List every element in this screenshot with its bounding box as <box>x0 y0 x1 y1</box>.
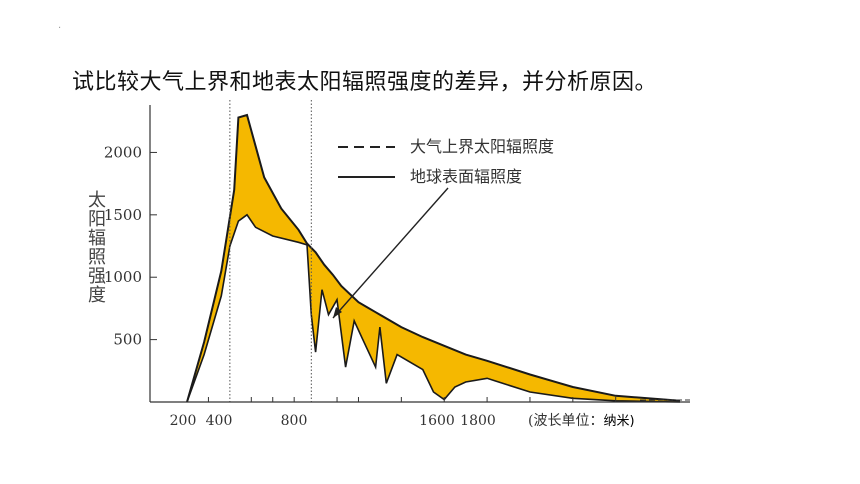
x-tick-label-1800: 1800 <box>460 413 496 429</box>
chart-y-axis-label: 太阳辐照强度 <box>85 190 106 304</box>
legend-pointer-arrowhead <box>333 307 342 318</box>
irradiance-difference-fill <box>187 115 680 402</box>
x-tick-label-200: 200 <box>170 413 197 429</box>
legend-pointer-line <box>332 187 449 319</box>
x-tick-label-1600: 1600 <box>419 413 455 429</box>
axes <box>149 100 690 403</box>
series-line-top-of-atmosphere <box>186 113 681 403</box>
series-lines <box>186 113 681 403</box>
x-tick-label-800: 800 <box>281 413 308 429</box>
series-line-surface <box>186 213 681 403</box>
corner-dot: . <box>58 20 62 31</box>
x-tick-label-400: 400 <box>206 413 233 429</box>
y-tick-label-1000: 1000 <box>104 268 142 286</box>
x-axis-label-unit: 纳米) <box>603 414 634 429</box>
tick-labels: 500 1000 1500 2000 200 400 800 1600 1800 (波长单位：纳米… <box>104 143 635 429</box>
y-tick-label-1500: 1500 <box>104 206 142 224</box>
difference-area <box>187 115 680 402</box>
y-tick-label-500: 500 <box>113 331 142 349</box>
question-text: 试比较大气上界和地表太阳辐照强度的差异，并分析原因。 <box>72 70 658 95</box>
x-axis-label-prefix: (波长单位： <box>528 413 603 429</box>
legend-label-top: 大气上界太阳辐照度 <box>410 137 554 156</box>
x-axis-label: (波长单位：纳米) <box>528 413 635 429</box>
y-tick-label-2000: 2000 <box>104 143 142 161</box>
legend-label-surface: 地球表面辐照度 <box>410 167 522 186</box>
